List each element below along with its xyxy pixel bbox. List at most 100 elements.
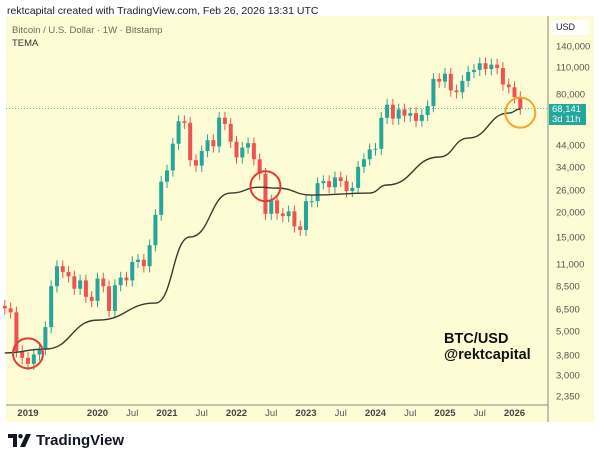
candle — [315, 183, 320, 202]
tradingview-logo[interactable]: TradingView — [8, 432, 124, 449]
x-tick-label: Jul — [265, 408, 278, 419]
candle — [292, 211, 297, 227]
orange-circle-annotation — [504, 96, 537, 129]
red-circle-annotation — [249, 170, 282, 203]
x-tick-label: 2026 — [503, 408, 526, 419]
candle — [170, 143, 175, 171]
candle — [124, 277, 129, 281]
y-tick-label: 2,350 — [556, 391, 580, 403]
attribution-text: rektcapital created with TradingView.com… — [7, 5, 319, 17]
x-tick-label: Jul — [473, 408, 486, 419]
candle — [460, 80, 465, 93]
x-tick-label: 2021 — [156, 408, 178, 419]
candle — [361, 159, 366, 167]
candle — [448, 73, 453, 91]
red-circle-annotation — [12, 337, 44, 370]
candle — [437, 78, 442, 82]
candle — [321, 181, 326, 184]
candle — [101, 278, 106, 287]
y-tick-label: 140,000 — [556, 41, 591, 53]
candle — [147, 245, 152, 267]
candle — [118, 277, 123, 286]
candle — [327, 181, 332, 188]
candle — [2, 305, 7, 309]
candle — [466, 71, 471, 81]
candle — [199, 151, 204, 166]
candle — [112, 285, 117, 311]
candle — [193, 160, 198, 166]
candle — [31, 354, 36, 364]
x-tick-label: Jul — [195, 408, 208, 419]
candle — [286, 211, 291, 217]
candle — [408, 113, 413, 116]
candle — [367, 149, 372, 160]
x-tick-label: Jul — [126, 408, 139, 419]
candle — [54, 266, 59, 287]
candle — [518, 97, 523, 109]
candle — [373, 148, 378, 150]
candle — [130, 261, 135, 281]
indicator-label[interactable]: TEMA — [12, 38, 39, 49]
y-tick-label: 110,000 — [556, 62, 590, 74]
candle — [309, 201, 314, 203]
candle — [304, 201, 308, 230]
y-tick-label: 6,500 — [556, 304, 580, 316]
candle — [512, 87, 517, 98]
candle — [205, 140, 210, 152]
candle — [60, 266, 65, 272]
candle — [222, 117, 227, 124]
candle — [356, 166, 361, 188]
y-tick-label: 44,000 — [556, 140, 586, 152]
y-tick-label: 3,800 — [556, 350, 580, 362]
tradingview-logo-text: TradingView — [36, 432, 125, 449]
candle — [344, 181, 349, 192]
candle — [280, 213, 285, 217]
candle — [43, 327, 48, 350]
chart-legend: Bitcoin / U.S. Dollar · 1W · Bitstamp TE… — [12, 24, 162, 50]
candle — [390, 104, 395, 119]
candle — [483, 63, 488, 70]
candle — [188, 122, 193, 161]
candle — [443, 73, 447, 82]
y-tick-label: 80,000 — [556, 89, 586, 101]
candle — [495, 64, 500, 69]
candle — [37, 349, 42, 355]
y-tick-label: 3,000 — [556, 370, 580, 382]
watermark-symbol: BTC/USD — [444, 331, 509, 347]
tradingview-logo-icon — [8, 434, 31, 447]
candle — [228, 123, 233, 142]
currency-button[interactable]: USD — [551, 20, 589, 35]
x-tick-label: 2019 — [17, 408, 39, 419]
candle — [26, 357, 30, 364]
candle — [136, 259, 141, 262]
y-tick-label: 26,000 — [556, 185, 586, 197]
candle — [89, 296, 94, 301]
candle — [257, 159, 262, 174]
watermark-handle: @rektcapital — [444, 347, 531, 363]
candle — [217, 117, 222, 147]
candle — [107, 286, 112, 311]
y-tick-label: 5,000 — [556, 326, 580, 338]
candle — [414, 113, 419, 121]
candle — [240, 147, 245, 158]
candle — [159, 181, 164, 215]
candle — [246, 143, 251, 148]
candles — [2, 57, 523, 371]
candle — [338, 177, 343, 182]
candle — [211, 140, 216, 147]
candle — [402, 109, 407, 116]
chart-panel[interactable] — [6, 16, 594, 422]
candle — [385, 104, 390, 118]
candle — [454, 90, 459, 93]
last-price-value: 68,141 — [552, 104, 582, 115]
candle — [141, 259, 146, 267]
y-tick-label: 34,000 — [556, 162, 586, 174]
candle — [49, 286, 54, 328]
x-tick-label: Jul — [404, 408, 417, 419]
x-tick-label: 2025 — [434, 408, 456, 419]
candle — [182, 121, 187, 123]
symbol-label: Bitcoin / U.S. Dollar · 1W · Bitstamp — [12, 25, 163, 36]
watermark: BTC/USD @rektcapital — [444, 331, 531, 363]
x-tick-label: 2020 — [86, 408, 109, 419]
